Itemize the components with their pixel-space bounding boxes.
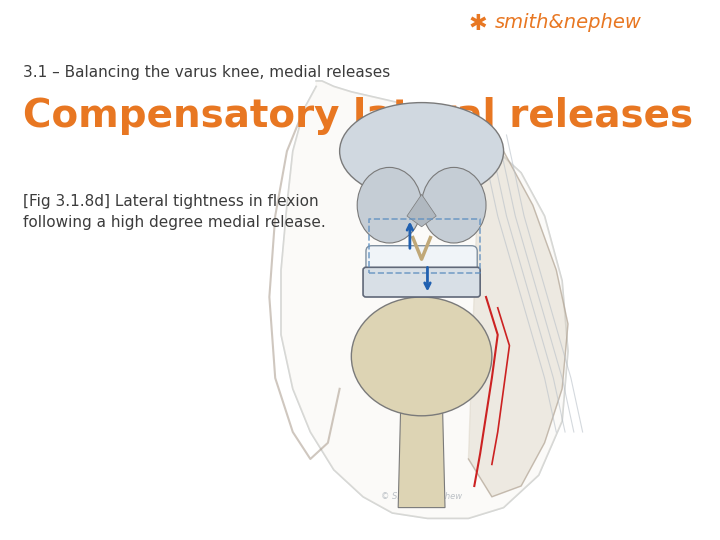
Text: © Smith & Nephew: © Smith & Nephew (381, 158, 462, 166)
FancyBboxPatch shape (363, 267, 480, 297)
Ellipse shape (340, 103, 503, 200)
Polygon shape (281, 81, 568, 518)
Polygon shape (407, 194, 436, 227)
Text: ✱: ✱ (469, 14, 487, 33)
Text: [Fig 3.1.8d] Lateral tightness in flexion
following a high degree medial release: [Fig 3.1.8d] Lateral tightness in flexio… (24, 194, 326, 231)
Polygon shape (469, 119, 568, 497)
Text: Compensatory lateral releases: Compensatory lateral releases (24, 97, 693, 135)
Ellipse shape (357, 167, 422, 243)
FancyBboxPatch shape (366, 246, 477, 278)
Polygon shape (398, 389, 445, 508)
Text: 3.1 – Balancing the varus knee, medial releases: 3.1 – Balancing the varus knee, medial r… (24, 65, 391, 80)
Text: smith&nephew: smith&nephew (495, 14, 642, 32)
Ellipse shape (351, 297, 492, 416)
Ellipse shape (422, 167, 486, 243)
Text: © Smith & Nephew: © Smith & Nephew (381, 492, 462, 501)
